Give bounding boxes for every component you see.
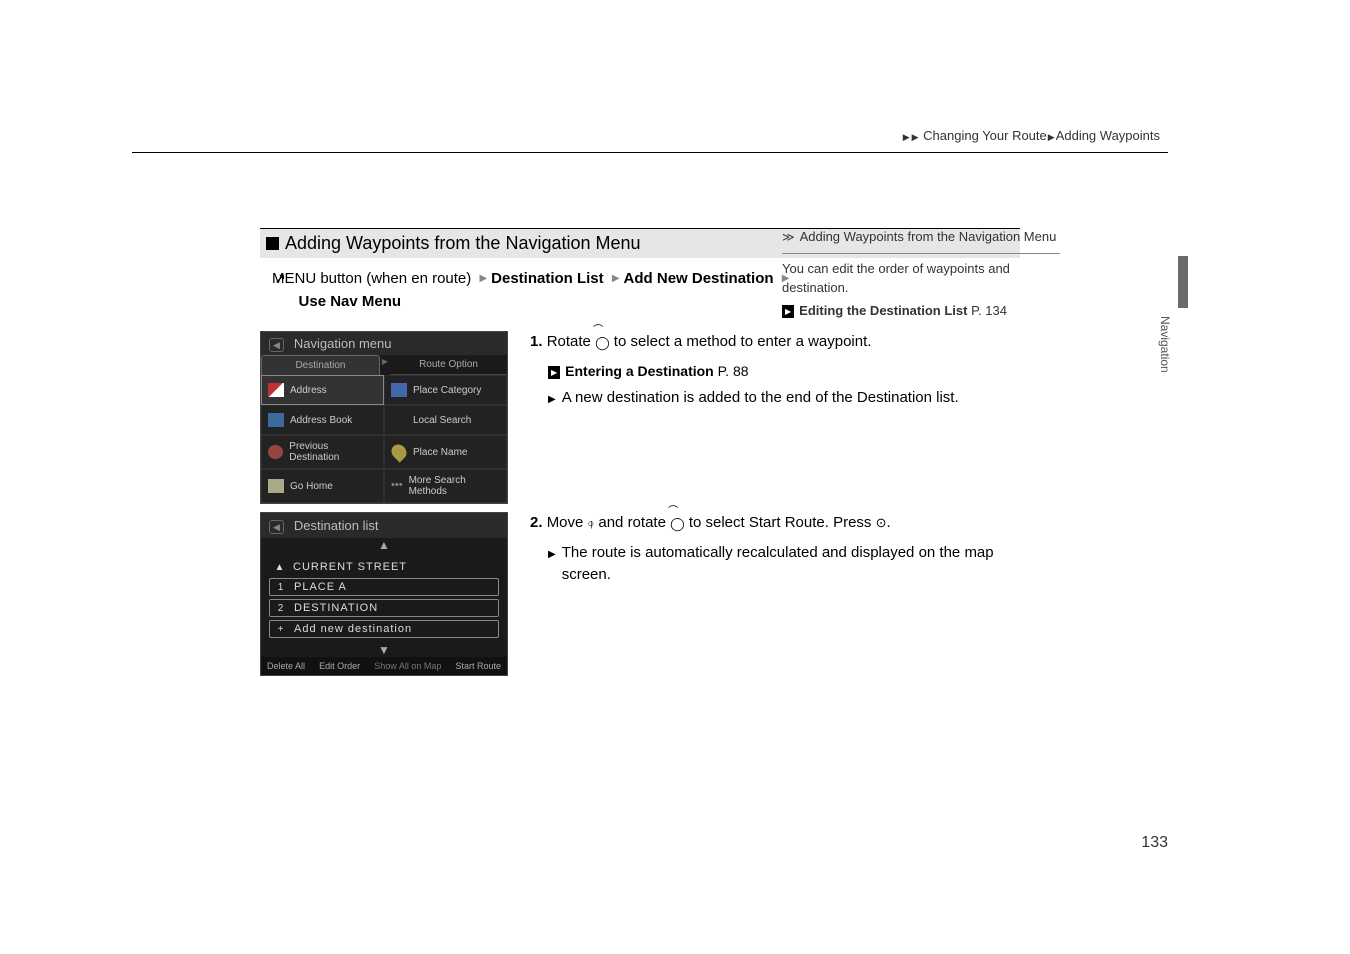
breadcrumb: Changing Your Route Adding Waypoints: [902, 128, 1160, 143]
breadcrumb-b: Adding Waypoints: [1056, 128, 1160, 143]
nav-cell: Previous Destination: [261, 435, 384, 469]
xref-entering-destination: Entering a Destination P. 88: [548, 361, 1020, 381]
nav-menu-title: Navigation menu: [294, 336, 392, 351]
move-stick-icon: [588, 512, 595, 534]
nav-cell: Go Home: [261, 469, 384, 503]
tab-route-option: Route Option: [390, 355, 507, 375]
step-2-num: 2.: [530, 514, 543, 531]
screenshot-nav-menu: Navigation menu Destination Route Option…: [260, 331, 508, 504]
tip-icon: [782, 228, 795, 247]
step-1: 1. Rotate to select a method to enter a …: [530, 331, 1020, 353]
side-tab-label: Navigation: [1158, 316, 1172, 373]
cmd-add-new: Add New Destination: [624, 270, 774, 287]
tab-destination: Destination: [261, 355, 380, 375]
screenshot-destination-list: Destination list ▲ ▲CURRENT STREET1PLACE…: [260, 512, 508, 676]
dest-list-footer-btn: Start Route: [453, 661, 503, 671]
nav-cell: Place Name: [384, 435, 507, 469]
tip-column: Adding Waypoints from the Navigation Men…: [782, 228, 1060, 320]
dest-list-title: Destination list: [294, 518, 379, 533]
nav-cell: Address Book: [261, 405, 384, 435]
rotate-dial-icon: [595, 331, 610, 353]
tip-body: You can edit the order of waypoints and …: [782, 260, 1060, 298]
tip-title: Adding Waypoints from the Navigation Men…: [800, 228, 1057, 247]
dest-list-row: 1PLACE A: [269, 578, 499, 596]
step-1-num: 1.: [530, 333, 543, 350]
cmd-dest-list: Destination List: [491, 270, 604, 287]
nav-cell: Place Category: [384, 375, 507, 405]
dest-list-footer-btn: Show All on Map: [372, 661, 443, 671]
dest-list-footer-btn: Delete All: [265, 661, 307, 671]
step-2: 2. Move and rotate to select Start Route…: [530, 512, 1020, 534]
dest-list-footer-btn: Edit Order: [317, 661, 362, 671]
dest-list-row: 2DESTINATION: [269, 599, 499, 617]
breadcrumb-a: Changing Your Route: [923, 128, 1047, 143]
side-tab: Navigation: [1158, 282, 1178, 582]
dest-list-row: ▲CURRENT STREET: [269, 559, 499, 575]
nav-cell: Local Search: [384, 405, 507, 435]
step-2-sub: The route is automatically recalculated …: [548, 542, 1020, 586]
start-route-label: Start Route: [749, 514, 825, 531]
page-number: 133: [1141, 834, 1168, 852]
dest-list-row: +Add new destination: [269, 620, 499, 638]
nav-cell: Address: [261, 375, 384, 405]
nav-cell: More Search Methods: [384, 469, 507, 503]
header-rule: [132, 152, 1168, 153]
step-1-sub: A new destination is added to the end of…: [548, 387, 1020, 409]
section-title: Adding Waypoints from the Navigation Men…: [285, 233, 641, 254]
cmd-prefix: MENU button (when en route): [272, 270, 471, 287]
cmd-use-nav: Use Nav Menu: [299, 293, 402, 310]
xref-editing-dest-list: Editing the Destination List P. 134: [782, 302, 1060, 321]
rotate-dial-icon: [670, 512, 685, 534]
press-icon: [876, 514, 887, 531]
